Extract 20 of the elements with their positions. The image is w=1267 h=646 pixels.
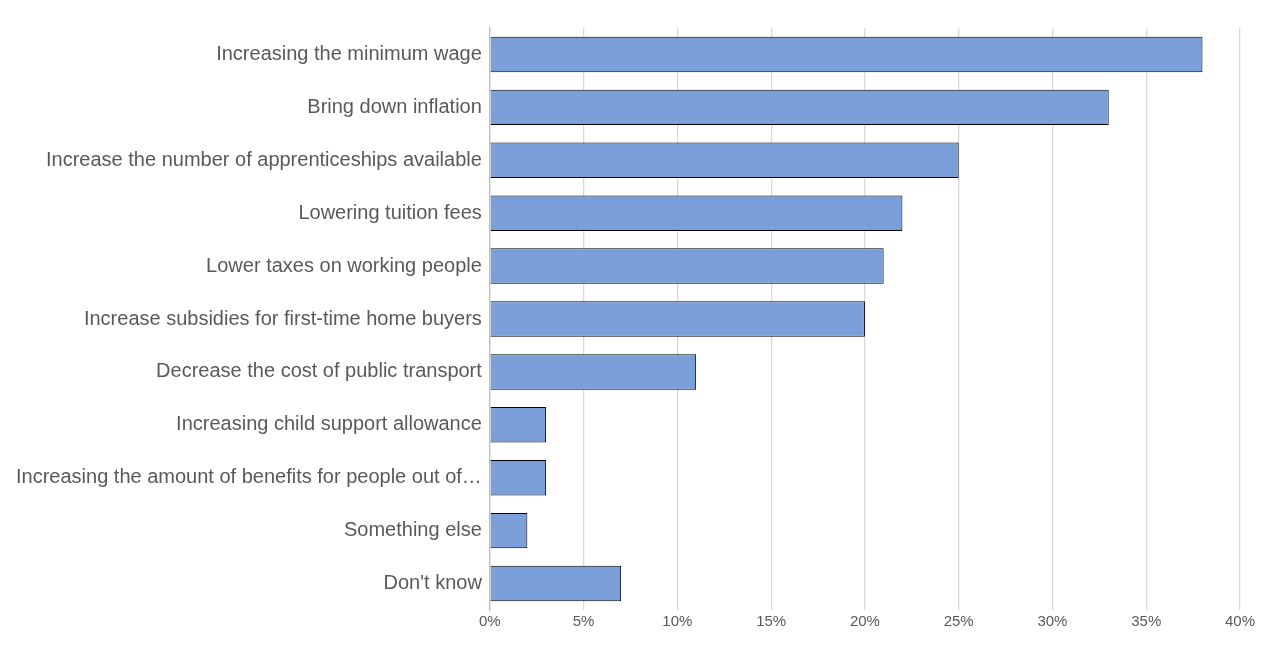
x-tick-label: 20% (849, 612, 880, 630)
y-tick-label: Lowering tuition fees (298, 200, 482, 223)
x-tick-label: 0% (479, 612, 501, 630)
y-tick-label: Increasing the minimum wage (216, 41, 482, 64)
x-tick-label: 10% (662, 612, 693, 630)
x-tick-label: 5% (572, 612, 595, 630)
y-tick-label: Lower taxes on working people (206, 253, 482, 276)
x-tick-label: 35% (1131, 612, 1162, 630)
y-tick-label: Don't know (383, 571, 483, 594)
x-tick-label: 15% (756, 612, 787, 630)
x-tick-label: 25% (943, 612, 974, 630)
y-tick-label: Increase subsidies for first-time home buyers (83, 306, 482, 329)
y-tick-label: Something else (343, 518, 482, 541)
y-tick-label: Decrease the cost of public transport (156, 359, 483, 382)
y-tick-label: Bring down inflation (307, 94, 482, 117)
y-tick-label: Increasing the amount of benefits for people out of… (15, 465, 482, 488)
y-tick-label: Increasing child support allowance (176, 412, 482, 435)
x-tick-label: 40% (1224, 612, 1255, 630)
y-tick-label: Increase the number of apprenticeships available (46, 147, 482, 170)
x-tick-label: 30% (1037, 612, 1068, 630)
